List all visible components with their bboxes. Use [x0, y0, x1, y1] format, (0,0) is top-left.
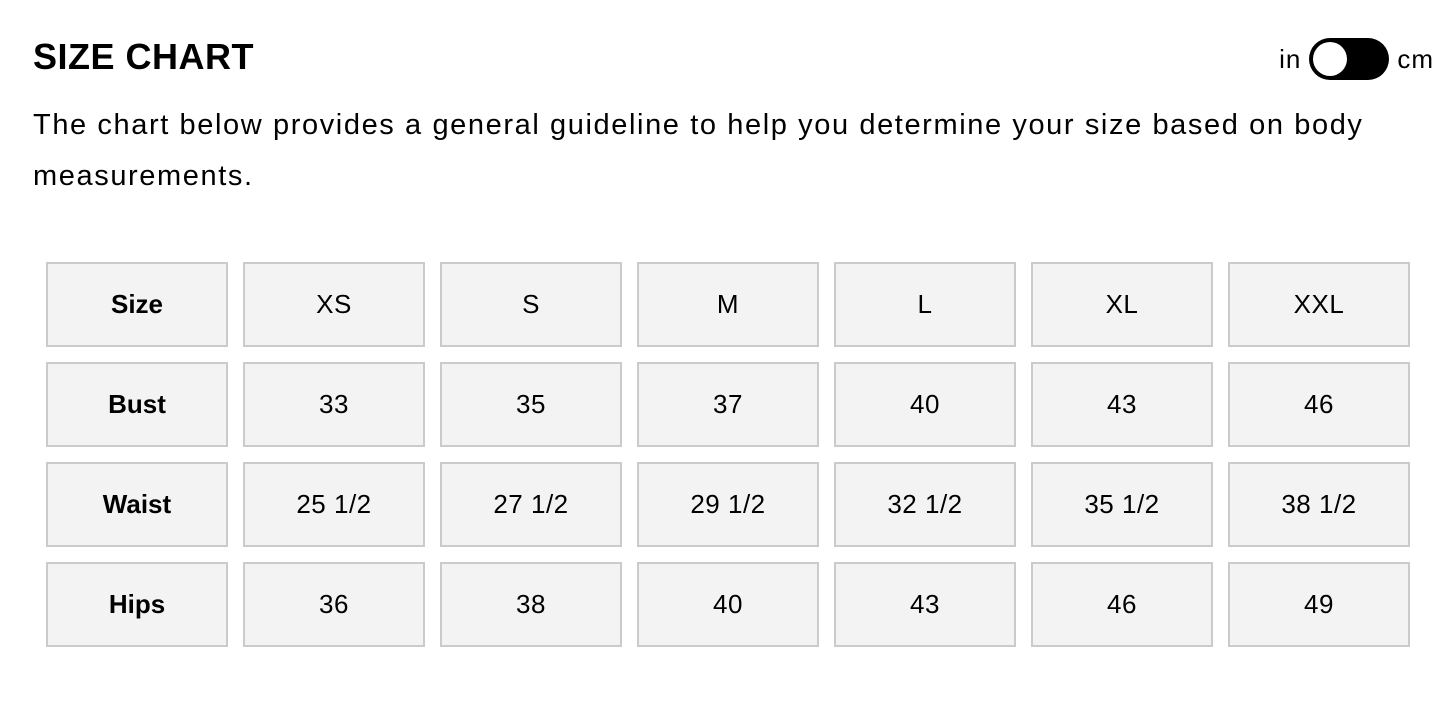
table-cell: 27 1/2	[440, 462, 622, 547]
table-cell: 40	[637, 562, 819, 647]
size-table: Size XS S M L XL XXL Bust 33 35 37 40 43 46 Waist 25 1/…	[46, 262, 1410, 647]
unit-toggle-group: in cm	[1279, 38, 1434, 80]
unit-toggle[interactable]	[1309, 38, 1390, 80]
table-cell: S	[440, 262, 622, 347]
row-header: Bust	[46, 362, 228, 447]
table-cell: 40	[834, 362, 1016, 447]
table-cell: 46	[1031, 562, 1213, 647]
unit-label-in[interactable]: in	[1279, 43, 1302, 74]
table-cell: 25 1/2	[243, 462, 425, 547]
table-cell: 43	[834, 562, 1016, 647]
table-cell: 38	[440, 562, 622, 647]
table-cell: 37	[637, 362, 819, 447]
table-cell: 32 1/2	[834, 462, 1016, 547]
table-cell: XL	[1031, 262, 1213, 347]
page-title: SIZE CHART	[33, 36, 254, 77]
table-cell: 33	[243, 362, 425, 447]
table-cell: 38 1/2	[1228, 462, 1410, 547]
table-cell: 36	[243, 562, 425, 647]
description: The chart below provides a general guide…	[33, 109, 1364, 192]
table-cell: XXL	[1228, 262, 1410, 347]
unit-label-cm[interactable]: cm	[1397, 43, 1434, 74]
table-cell: 46	[1228, 362, 1410, 447]
table-cell: 29 1/2	[637, 462, 819, 547]
row-header: Waist	[46, 462, 228, 547]
row-header: Size	[46, 262, 228, 347]
table-cell: 35	[440, 362, 622, 447]
table-cell: 43	[1031, 362, 1213, 447]
table-cell: 49	[1228, 562, 1410, 647]
toggle-knob	[1313, 42, 1348, 76]
table-cell: XS	[243, 262, 425, 347]
table-cell: M	[637, 262, 819, 347]
table-cell: 35 1/2	[1031, 462, 1213, 547]
row-header: Hips	[46, 562, 228, 647]
table-cell: L	[834, 262, 1016, 347]
